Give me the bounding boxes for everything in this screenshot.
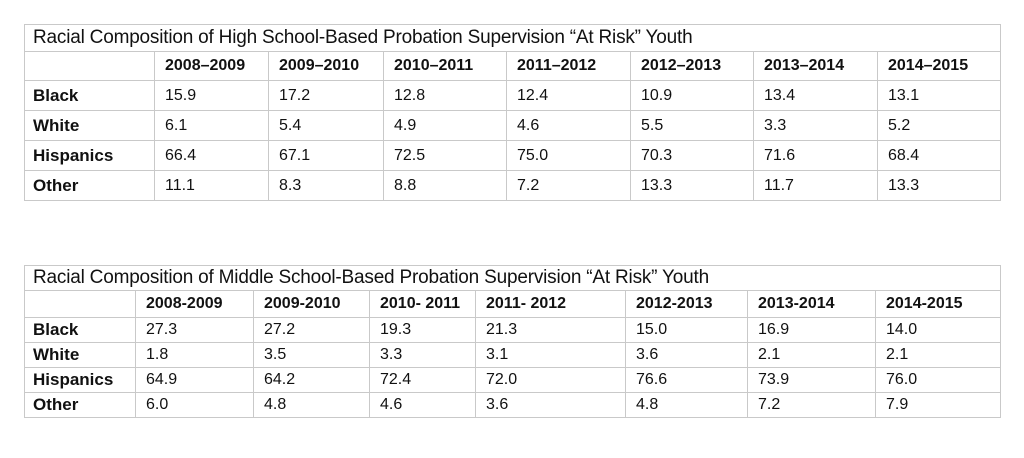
column-header: 2012-2013 [625, 290, 748, 318]
table-row: White 1.8 3.5 3.3 3.1 3.6 2.1 2.1 [24, 342, 1002, 368]
data-cell: 13.3 [630, 170, 754, 201]
data-cell: 5.5 [630, 110, 754, 141]
data-cell: 15.9 [154, 80, 269, 111]
data-cell: 3.5 [253, 342, 370, 368]
data-cell: 5.4 [268, 110, 384, 141]
column-header: 2013-2014 [747, 290, 876, 318]
data-cell: 27.3 [135, 317, 254, 343]
data-cell: 5.2 [876, 110, 1002, 141]
row-label: White [24, 342, 136, 368]
data-cell: 73.9 [747, 367, 876, 393]
table-row: Black 27.3 27.2 19.3 21.3 15.0 16.9 14.0 [24, 317, 1002, 343]
data-cell: 11.7 [753, 170, 878, 201]
data-cell: 68.4 [876, 140, 1002, 171]
column-header: 2011- 2012 [475, 290, 626, 318]
data-cell: 72.5 [383, 140, 507, 171]
table-row: Black 15.9 17.2 12.8 12.4 10.9 13.4 13.1 [24, 80, 1002, 111]
data-cell: 3.6 [625, 342, 748, 368]
column-header: 2012–2013 [630, 51, 754, 81]
data-cell: 4.6 [506, 110, 631, 141]
data-cell: 17.2 [268, 80, 384, 111]
row-label: Other [24, 392, 136, 418]
data-cell: 4.8 [625, 392, 748, 418]
data-cell: 21.3 [475, 317, 626, 343]
data-cell: 7.9 [874, 392, 1002, 418]
data-cell: 6.0 [135, 392, 254, 418]
column-header: 2008-2009 [135, 290, 254, 318]
corner-cell [24, 51, 155, 81]
data-cell: 72.0 [475, 367, 626, 393]
column-header: 2009–2010 [268, 51, 384, 81]
table-row: Hispanics 66.4 67.1 72.5 75.0 70.3 71.6 … [24, 140, 1002, 171]
column-header: 2010–2011 [383, 51, 507, 81]
row-label: Hispanics [24, 140, 155, 171]
row-label: White [24, 110, 155, 141]
data-cell: 64.9 [135, 367, 254, 393]
data-cell: 15.0 [625, 317, 748, 343]
data-cell: 64.2 [253, 367, 370, 393]
data-cell: 7.2 [506, 170, 631, 201]
data-cell: 8.3 [268, 170, 384, 201]
data-cell: 76.6 [625, 367, 748, 393]
data-cell: 2.1 [747, 342, 876, 368]
column-header: 2009-2010 [253, 290, 370, 318]
data-cell: 27.2 [253, 317, 370, 343]
row-label: Black [24, 317, 136, 343]
data-cell: 16.9 [747, 317, 876, 343]
data-cell: 3.1 [475, 342, 626, 368]
data-cell: 7.2 [747, 392, 876, 418]
data-cell: 3.6 [475, 392, 626, 418]
data-cell: 10.9 [630, 80, 754, 111]
row-label: Other [24, 170, 155, 201]
data-cell: 4.8 [253, 392, 370, 418]
data-cell: 4.6 [369, 392, 476, 418]
data-cell: 19.3 [369, 317, 476, 343]
data-cell: 6.1 [154, 110, 269, 141]
data-cell: 13.3 [876, 170, 1002, 201]
data-cell: 13.1 [876, 80, 1002, 111]
high-school-table: Racial Composition of High School-Based … [23, 24, 1002, 201]
middle-school-table: Racial Composition of Middle School-Base… [23, 265, 1002, 418]
data-cell: 2.1 [874, 342, 1002, 368]
data-cell: 1.8 [135, 342, 254, 368]
row-label: Black [24, 80, 155, 111]
data-cell: 8.8 [383, 170, 507, 201]
row-label: Hispanics [24, 367, 136, 393]
corner-cell [24, 290, 136, 318]
data-cell: 12.4 [506, 80, 631, 111]
data-cell: 71.6 [753, 140, 878, 171]
column-header: 2011–2012 [506, 51, 631, 81]
table-title: Racial Composition of High School-Based … [23, 24, 1002, 52]
data-cell: 11.1 [154, 170, 269, 201]
table-row: Other 6.0 4.8 4.6 3.6 4.8 7.2 7.9 [24, 392, 1002, 418]
data-cell: 12.8 [383, 80, 507, 111]
column-header: 2010- 2011 [369, 290, 476, 318]
column-header: 2014-2015 [874, 290, 1002, 318]
table-title: Racial Composition of Middle School-Base… [23, 265, 1002, 291]
data-cell: 3.3 [369, 342, 476, 368]
column-header: 2008–2009 [154, 51, 269, 81]
data-cell: 14.0 [874, 317, 1002, 343]
table-row: Other 11.1 8.3 8.8 7.2 13.3 11.7 13.3 [24, 170, 1002, 201]
table-row: Hispanics 64.9 64.2 72.4 72.0 76.6 73.9 … [24, 367, 1002, 393]
data-cell: 67.1 [268, 140, 384, 171]
data-cell: 3.3 [753, 110, 878, 141]
data-cell: 13.4 [753, 80, 878, 111]
data-cell: 66.4 [154, 140, 269, 171]
column-header: 2013–2014 [753, 51, 878, 81]
data-cell: 75.0 [506, 140, 631, 171]
column-header: 2014–2015 [876, 51, 1002, 81]
data-cell: 76.0 [874, 367, 1002, 393]
table-row: White 6.1 5.4 4.9 4.6 5.5 3.3 5.2 [24, 110, 1002, 141]
header-row: 2008-2009 2009-2010 2010- 2011 2011- 201… [24, 290, 1002, 318]
data-cell: 72.4 [369, 367, 476, 393]
data-cell: 70.3 [630, 140, 754, 171]
header-row: 2008–2009 2009–2010 2010–2011 2011–2012 … [24, 51, 1002, 81]
data-cell: 4.9 [383, 110, 507, 141]
